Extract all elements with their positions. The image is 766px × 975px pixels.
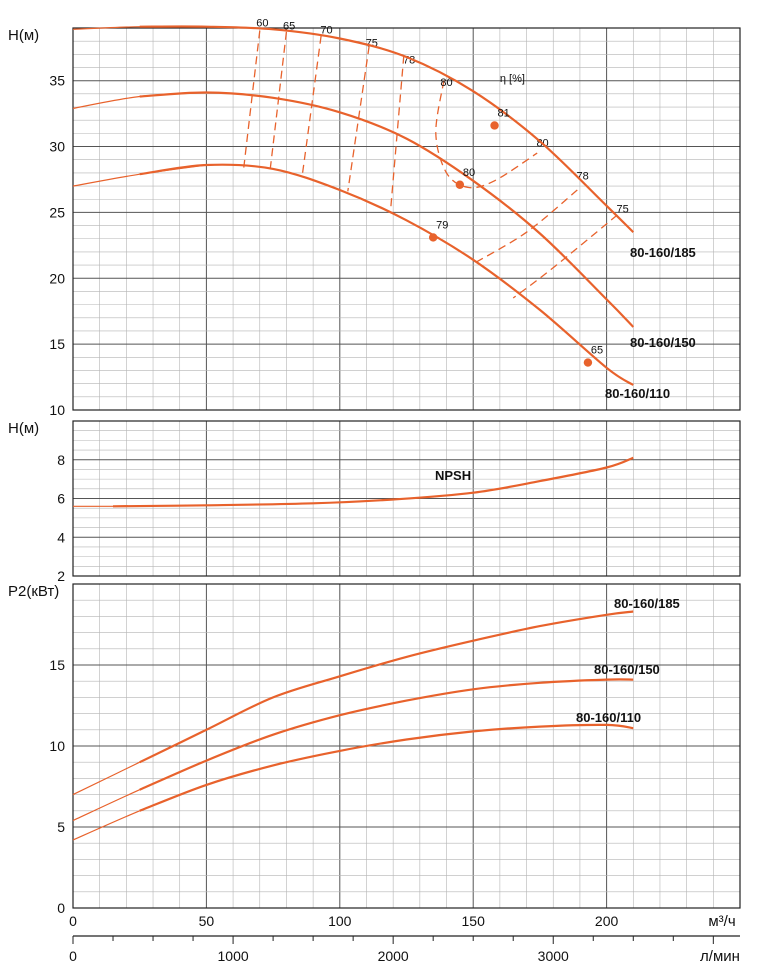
plot-frame (72, 27, 741, 411)
efficiency-point-label: 65 (591, 345, 603, 357)
x-tick-label: 0 (69, 913, 77, 929)
series-line (139, 163, 634, 386)
y-tick-label: 10 (49, 738, 65, 754)
y-tick-label: 0 (57, 900, 65, 916)
series-line (139, 610, 634, 764)
efficiency-point (583, 358, 593, 367)
x-tick-label: 150 (462, 913, 486, 929)
series-label: 80-160/110 (605, 386, 670, 401)
y-tick-label: 35 (49, 73, 65, 89)
y-tick-label: 4 (57, 529, 65, 545)
efficiency-label: 70 (320, 24, 332, 36)
efficiency-point (455, 180, 465, 189)
x-axis-label: м³/ч (708, 913, 735, 930)
series-line-start (72, 164, 207, 187)
y-tick-label: 5 (57, 819, 65, 835)
y-tick-label: 15 (49, 336, 65, 352)
x2-axis-label: л/мин (700, 948, 740, 965)
efficiency-label: 80 (440, 77, 452, 89)
series-label: 80-160/110 (576, 710, 641, 725)
series-label: 80-160/150 (594, 662, 660, 677)
y-tick-label: 15 (49, 657, 65, 673)
series-label: 80-160/185 (630, 245, 696, 260)
efficiency-line (389, 55, 405, 212)
y-axis-label: H(м) (8, 420, 39, 437)
y-axis-label: P2(кВт) (8, 583, 59, 600)
efficiency-line (435, 80, 538, 189)
plot-frame (72, 420, 741, 577)
x-tick-label: 100 (328, 913, 352, 929)
y-tick-label: 25 (49, 204, 65, 220)
y-tick-label: 20 (49, 270, 65, 286)
x2-tick-label: 1000 (218, 948, 249, 964)
efficiency-label: 75 (616, 203, 628, 215)
x2-tick-label: 0 (69, 948, 77, 964)
y-tick-label: 8 (57, 452, 65, 468)
efficiency-label: 60 (256, 18, 268, 30)
series-label: NPSH (435, 468, 471, 483)
x-tick-label: 200 (595, 913, 619, 929)
efficiency-label: 65 (283, 20, 295, 32)
y-tick-label: 10 (49, 402, 65, 418)
efficiency-point-label: 79 (436, 219, 448, 231)
efficiency-line (347, 46, 370, 192)
series-label: 80-160/150 (630, 335, 696, 350)
series-line (139, 678, 634, 791)
y-tick-label: 2 (57, 568, 65, 584)
series-line (139, 91, 635, 328)
efficiency-line (512, 214, 618, 299)
plot-frame (72, 583, 741, 909)
efficiency-point-label: 80 (463, 167, 475, 179)
efficiency-line (269, 31, 288, 168)
efficiency-point (490, 121, 499, 130)
x2-tick-label: 2000 (378, 948, 409, 964)
y-tick-label: 6 (57, 491, 65, 507)
efficiency-axis-label: η [%] (500, 73, 525, 85)
series-line (139, 25, 635, 233)
y-axis-label: H(м) (8, 27, 39, 44)
efficiency-line (243, 30, 261, 168)
efficiency-point (428, 233, 438, 242)
y-tick-label: 30 (49, 139, 65, 155)
series-label: 80-160/185 (614, 596, 680, 611)
x-tick-label: 50 (199, 913, 215, 929)
series-line-start (72, 91, 207, 109)
x2-tick-label: 3000 (538, 948, 569, 964)
efficiency-point-label: 81 (498, 107, 510, 119)
efficiency-line (472, 189, 578, 265)
series-line (112, 456, 634, 508)
series-line (139, 723, 634, 812)
